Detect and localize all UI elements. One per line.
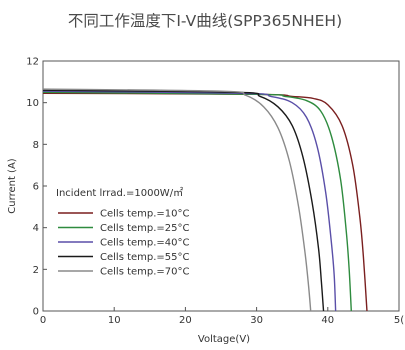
plot-area: 0 10 20 30 40 5( 0 2 4 6 8 10 12 [26, 57, 404, 327]
series-line-1 [42, 92, 368, 312]
series-line-5 [42, 88, 312, 312]
series-lines [42, 88, 368, 312]
chart-title: 不同工作温度下I-V曲线(SPP365NHEH) [68, 12, 342, 30]
x-tick-label: 40 [321, 315, 334, 326]
x-axis-label: Voltage(V) [198, 334, 250, 345]
legend-label-5: Cells temp.=70°C [100, 267, 190, 278]
legend-label-3: Cells temp.=40°C [100, 238, 190, 249]
legend-items: Cells temp.=10°C Cells temp.=25°C Cells te… [58, 209, 190, 278]
x-tick-label: 30 [250, 315, 263, 326]
series-line-4 [42, 89, 325, 312]
x-tick-label: 10 [108, 315, 121, 326]
y-tick-label: 0 [33, 307, 39, 318]
x-axis-ticks: 0 10 20 30 40 5( [40, 307, 404, 326]
y-tick-label: 6 [33, 182, 39, 193]
legend: Incident lrrad.=1000W/㎡ Cells temp.=10°C… [56, 187, 190, 278]
x-tick-label: 5( [394, 315, 404, 326]
y-tick-label: 10 [26, 98, 39, 109]
y-axis-label: Current (A) [7, 158, 18, 213]
legend-label-2: Cells temp.=25°C [100, 223, 190, 234]
y-tick-label: 12 [26, 57, 39, 68]
legend-label-1: Cells temp.=10°C [100, 209, 190, 220]
legend-title: Incident lrrad.=1000W/㎡ [56, 187, 183, 199]
y-tick-label: 2 [33, 265, 39, 276]
x-tick-label: 20 [179, 315, 192, 326]
y-axis-ticks: 0 2 4 6 8 10 12 [26, 57, 47, 318]
series-line-2 [42, 91, 352, 312]
y-tick-label: 8 [33, 140, 39, 151]
x-tick-label: 0 [40, 315, 46, 326]
plot-frame [42, 60, 400, 312]
series-line-3 [42, 90, 337, 312]
y-tick-label: 4 [33, 223, 39, 234]
legend-label-4: Cells temp.=55°C [100, 252, 190, 263]
